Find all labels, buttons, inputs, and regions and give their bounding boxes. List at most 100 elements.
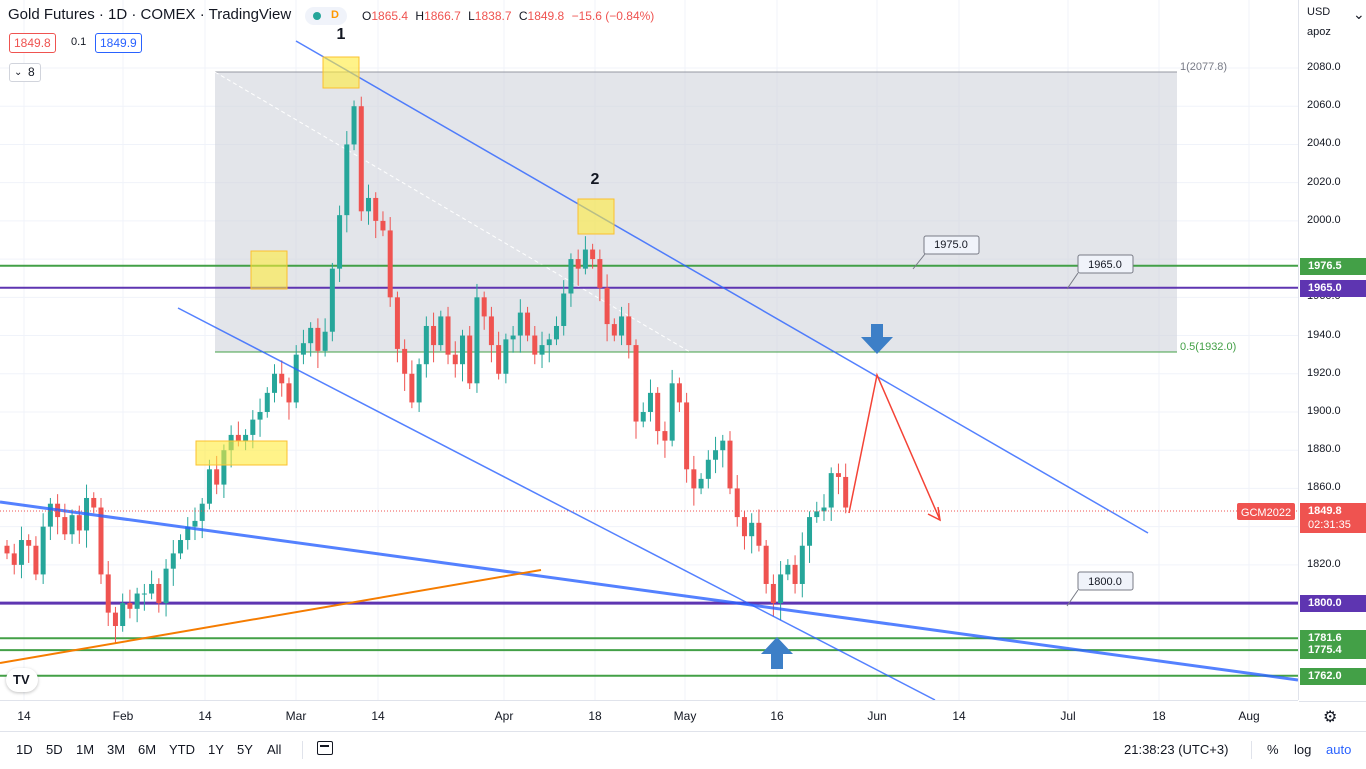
candle-body[interactable] [149,583,155,594]
range-button-1m[interactable]: 1M [76,742,95,757]
candle-body[interactable] [713,450,719,460]
candle-body[interactable] [763,545,769,584]
trendline-upper-channel[interactable] [295,40,1149,534]
candle-body[interactable] [380,220,386,231]
candle-body[interactable] [828,473,834,508]
candle-body[interactable] [517,312,523,336]
price-level-tag[interactable]: 1976.5 [1300,257,1366,275]
currency-label[interactable]: USD [1307,6,1331,18]
arrow-up-icon[interactable] [761,637,793,669]
candle-body[interactable] [474,297,480,384]
candle-body[interactable] [243,434,249,441]
candle-body[interactable] [553,325,559,340]
candle-body[interactable] [235,434,241,441]
time-axis[interactable]: 14 Feb 14 Mar 14 Apr 18 May 16 Jun 14 Jul 18 Aug [0,700,1298,731]
candle-body[interactable] [626,316,632,346]
chart-area[interactable]: 1975.0 1965.0 1800.0 1 2 1(2077.8) 0.5(1… [0,0,1298,700]
callout-1800[interactable]: 1800.0 [1066,571,1134,607]
candle-body[interactable] [821,507,827,512]
price-level-tag[interactable]: 1762.0 [1300,667,1366,685]
candle-body[interactable] [47,503,53,527]
price-level-tag[interactable]: 1800.0 [1300,595,1366,613]
candle-body[interactable] [785,564,791,575]
chevron-down-icon[interactable]: ⌄ [1353,6,1365,22]
candle-body[interactable] [669,383,675,441]
trendline-orange[interactable] [0,569,542,664]
highlight-box-left-bottom[interactable] [195,440,288,466]
candle-body[interactable] [705,459,711,479]
candle-body[interactable] [221,450,227,485]
candle-body[interactable] [98,507,104,575]
price-chart[interactable]: 1975.0 1965.0 1800.0 1 2 1(2077.8) 0.5(1… [0,0,1298,700]
range-button-6m[interactable]: 6M [138,742,157,757]
candle-body[interactable] [452,354,458,365]
candle-body[interactable] [199,503,205,521]
candle-body[interactable] [727,440,733,489]
trendline-lower-channel[interactable] [177,307,936,700]
highlight-box-wave1[interactable] [322,56,360,89]
candle-body[interactable] [799,545,805,584]
candle-body[interactable] [214,469,220,485]
range-button-5d[interactable]: 5D [46,742,63,757]
percent-scale-toggle[interactable]: % [1267,742,1279,757]
candle-body[interactable] [387,230,393,298]
candle-body[interactable] [647,392,653,412]
candle-body[interactable] [582,249,588,269]
candle-body[interactable] [293,354,299,403]
candle-body[interactable] [192,520,198,527]
candle-body[interactable] [749,522,755,537]
candle-body[interactable] [26,540,32,546]
candle-body[interactable] [112,612,118,627]
unit-label[interactable]: apoz [1307,26,1331,38]
candle-body[interactable] [756,522,762,546]
clock-timezone[interactable]: 21:38:23 (UTC+3) [1124,742,1229,757]
candle-body[interactable] [40,526,46,575]
candle-body[interactable] [640,411,646,422]
callout-1975[interactable]: 1975.0 [912,235,980,270]
candle-body[interactable] [568,259,574,294]
candle-body[interactable] [163,568,169,604]
candle-body[interactable] [481,297,487,317]
candle-body[interactable] [438,316,444,346]
candle-body[interactable] [33,545,39,575]
candle-body[interactable] [590,249,596,260]
candle-body[interactable] [279,373,285,384]
candle-body[interactable] [91,497,97,508]
buy-price-button[interactable]: 1849.9 [95,33,142,53]
candle-body[interactable] [308,327,314,344]
candle-body[interactable] [264,392,270,412]
candle-body[interactable] [655,392,661,432]
candle-body[interactable] [546,339,552,346]
price-axis[interactable]: USD apoz ⌄ 2080.0 2060.0 2040.0 2020.0 2000.… [1298,0,1366,700]
range-button-all[interactable]: All [267,742,282,757]
range-button-ytd[interactable]: YTD [169,742,195,757]
candle-body[interactable] [807,517,813,546]
arrow-down-icon[interactable] [861,324,893,354]
auto-scale-toggle[interactable]: auto [1326,742,1352,757]
candle-body[interactable] [604,287,610,325]
candle-body[interactable] [741,517,747,537]
trendline-thick-support[interactable] [0,500,1298,682]
candle-body[interactable] [459,335,465,365]
fib-dashed-diagonal[interactable] [214,71,691,353]
candle-body[interactable] [525,312,531,336]
candle-body[interactable] [843,476,849,508]
candle-body[interactable] [11,553,17,565]
candle-body[interactable] [206,469,212,504]
candle-body[interactable] [127,603,133,609]
candle-body[interactable] [619,316,625,336]
candle-body[interactable] [532,335,538,355]
candle-body[interactable] [358,106,364,212]
candle-body[interactable] [496,345,502,374]
candle-body[interactable] [373,197,379,221]
calendar-range-icon[interactable] [317,741,333,755]
candle-body[interactable] [445,316,451,355]
price-level-tag[interactable]: 1965.0 [1300,279,1366,297]
highlight-box-wave2[interactable] [577,198,615,235]
candle-body[interactable] [300,343,306,355]
candle-body[interactable] [18,540,24,565]
candle-body[interactable] [423,325,429,365]
candle-body[interactable] [337,215,343,269]
projection-path[interactable] [848,372,941,521]
candle-body[interactable] [351,106,357,145]
